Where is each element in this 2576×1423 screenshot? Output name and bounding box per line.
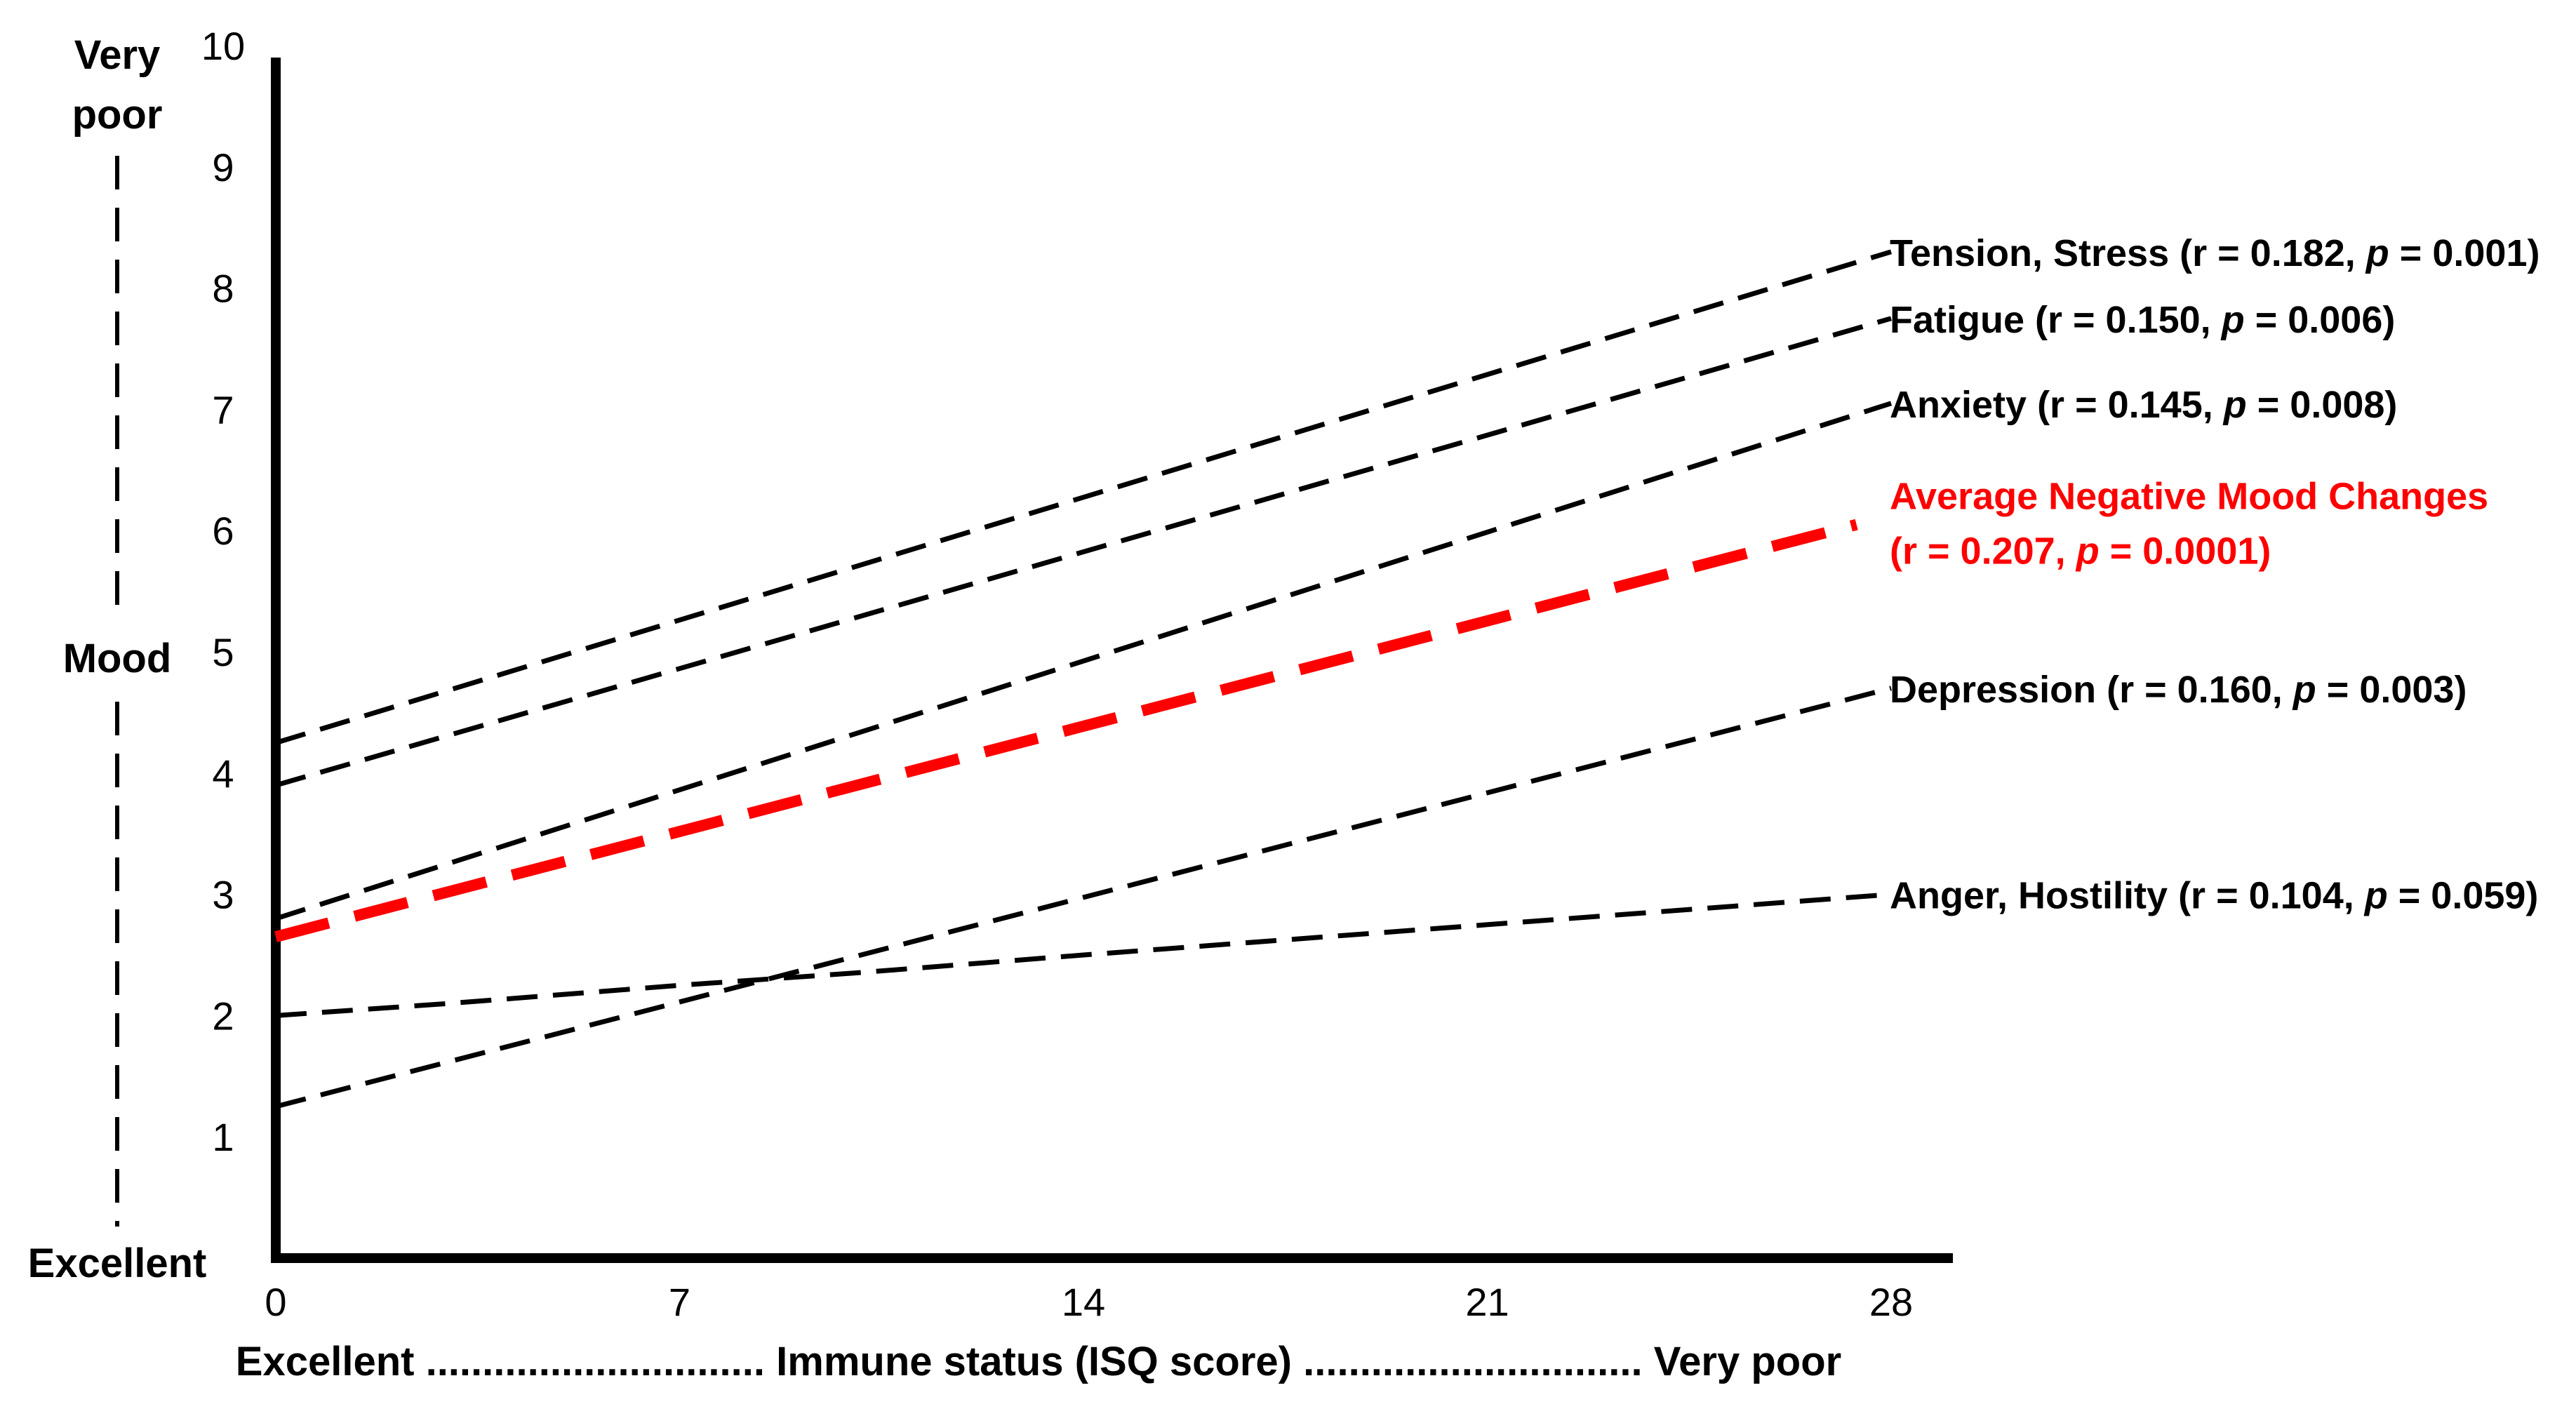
y-tick-label: 3 [212, 873, 234, 917]
series-lines [274, 249, 1893, 1109]
series-label-anger-hostility: Anger, Hostility (r = 0.104, p = 0.059) [1890, 875, 2538, 917]
series-labels: Tension, Stress (r = 0.182, p = 0.001) Fa… [1890, 232, 2540, 917]
x-tick-label: 21 [1465, 1280, 1509, 1324]
x-axis-title: Immune status (ISQ score) [776, 1339, 1292, 1384]
y-axis-decoration: Very poor Mood Excellent [28, 32, 207, 1286]
y-tick-label: 1 [212, 1115, 234, 1159]
series-label-prefix: Fatigue (r = 0.150, [1890, 299, 2222, 341]
series-line-anger-hostility [275, 892, 1892, 1018]
x-axis-left-dots: .............................. [426, 1339, 765, 1384]
series-label-suffix: = 0.001) [2389, 232, 2540, 274]
y-tick-label: 6 [212, 509, 234, 553]
y-tick-labels: 1 2 3 4 5 6 7 8 9 10 [201, 24, 245, 1159]
x-axis-caption: Excellent ..............................… [236, 1339, 1841, 1384]
series-label-tension-stress: Tension, Stress (r = 0.182, p = 0.001) [1890, 232, 2540, 274]
y-axis-bottom-label: Excellent [28, 1241, 207, 1286]
y-tick-label: 2 [212, 994, 234, 1038]
series-label-prefix: Depression (r = 0.160, [1890, 669, 2293, 711]
x-tick-label: 28 [1869, 1280, 1913, 1324]
series-label-p-symbol: p [2075, 530, 2100, 573]
series-label-suffix: = 0.059) [2388, 875, 2539, 917]
series-label-fatigue: Fatigue (r = 0.150, p = 0.006) [1890, 299, 2395, 341]
x-axis-right-label: Very poor [1654, 1339, 1842, 1384]
series-label-prefix: Anxiety (r = 0.145, [1890, 384, 2224, 426]
series-label-suffix: = 0.0001) [2100, 530, 2271, 573]
y-tick-label: 7 [212, 387, 234, 432]
x-tick-label: 7 [669, 1280, 690, 1324]
series-line-fatigue [275, 316, 1892, 788]
series-label-anxiety: Anxiety (r = 0.145, p = 0.008) [1890, 384, 2397, 426]
series-label-p-symbol: p [2292, 669, 2316, 711]
axes [271, 58, 1953, 1263]
series-line-anxiety [274, 401, 1893, 921]
x-tick-label: 0 [265, 1280, 286, 1324]
y-tick-label: 9 [212, 145, 234, 189]
x-tick-labels: 0 7 14 21 28 [265, 1280, 1913, 1324]
x-tick-label: 14 [1062, 1280, 1105, 1324]
series-label-p-symbol: p [2220, 299, 2245, 341]
y-tick-label: 4 [212, 751, 234, 796]
y-axis-top-label-line2: poor [72, 92, 163, 138]
series-label-suffix: = 0.003) [2316, 669, 2467, 711]
series-label-suffix: = 0.006) [2245, 299, 2396, 341]
series-label-prefix: (r = 0.207, [1890, 530, 2076, 573]
y-axis-top-label-line1: Very [74, 32, 161, 78]
series-label-average-negative-mood-changes: (r = 0.207, p = 0.0001) [1890, 530, 2271, 573]
y-tick-label: 8 [212, 267, 234, 311]
y-tick-label: 10 [201, 24, 245, 68]
series-label-p-symbol: p [2363, 875, 2388, 917]
y-axis-title: Mood [63, 636, 172, 681]
x-axis-right-dots: .............................. [1303, 1339, 1642, 1384]
y-tick-label: 5 [212, 630, 234, 674]
series-label-p-symbol: p [2365, 232, 2389, 274]
series-label-average-negative-mood-changes-title: Average Negative Mood Changes [1890, 476, 2488, 518]
series-line-tension-stress [274, 249, 1893, 745]
series-label-depression: Depression (r = 0.160, p = 0.003) [1890, 669, 2467, 711]
series-label-prefix: Anger, Hostility (r = 0.104, [1890, 875, 2365, 917]
series-label-p-symbol: p [2222, 384, 2247, 426]
series-line-depression [275, 686, 1892, 1109]
series-label-suffix: = 0.008) [2247, 384, 2398, 426]
series-line-average-negative-mood-changes [274, 519, 1858, 942]
series-label-prefix: Tension, Stress (r = 0.182, [1890, 232, 2366, 274]
x-axis-left-label: Excellent [236, 1339, 415, 1384]
